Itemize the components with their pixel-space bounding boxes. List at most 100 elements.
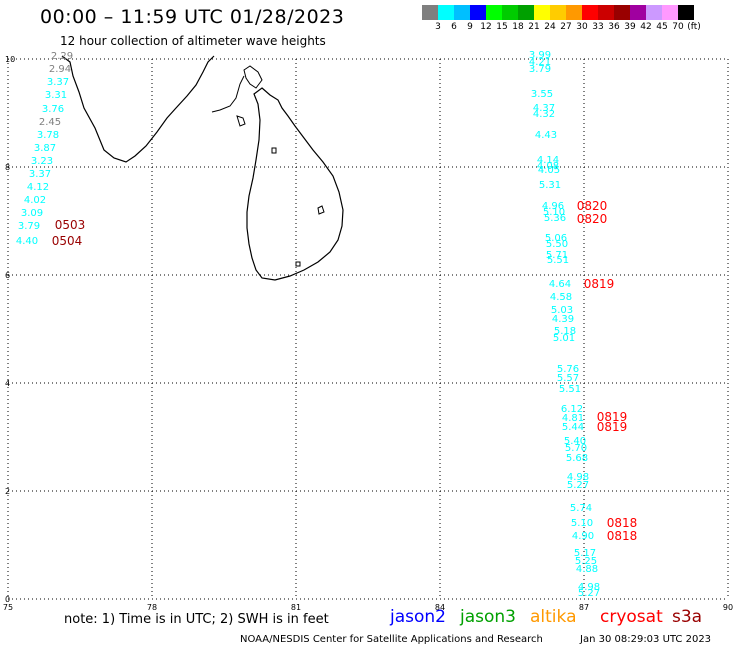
color-scale-bar <box>422 5 694 20</box>
small-island-east <box>271 147 277 154</box>
wave-height-label: 5.31 <box>539 180 561 191</box>
wave-height-label: 5.01 <box>553 333 575 344</box>
pass-time-label: 0504 <box>52 234 83 248</box>
wave-height-label: 5.44 <box>562 422 584 433</box>
lon-tick-label: 78 <box>147 603 157 612</box>
wave-height-label: 3.37 <box>29 169 51 180</box>
wave-height-label: 4.98 <box>567 472 589 483</box>
lon-tick-label: 81 <box>291 603 301 612</box>
wave-height-label: 3.23 <box>31 156 53 167</box>
color-swatch <box>550 5 566 20</box>
wave-height-label: 3.55 <box>531 89 553 100</box>
color-scale-label: 70 <box>672 22 684 32</box>
wave-height-label: 4.88 <box>576 564 598 575</box>
color-swatch <box>454 5 470 20</box>
wave-height-label: 4.05 <box>538 165 560 176</box>
wave-height-label: 5.10 <box>571 518 593 529</box>
pass-time-label: 0819 <box>597 410 628 424</box>
lat-tick-label: 8 <box>5 163 10 172</box>
color-swatch <box>630 5 646 20</box>
wave-height-label: 3.37 <box>47 77 69 88</box>
wave-height-label: 3.31 <box>45 90 67 101</box>
pass-time-label: 0820 <box>577 212 608 226</box>
lat-tick-label: 2 <box>5 487 10 496</box>
pass-time-label: 0503 <box>55 218 86 232</box>
lon-tick-label: 75 <box>3 603 13 612</box>
map-title: 00:00 – 11:59 UTC 01/28/2023 <box>40 6 345 28</box>
color-swatch <box>518 5 534 20</box>
wave-height-label: 4.58 <box>550 292 572 303</box>
wave-height-label: 4.14 <box>537 155 559 166</box>
color-swatch <box>678 5 694 20</box>
wave-height-label: 3.09 <box>21 208 43 219</box>
wave-height-label: 4.81 <box>562 413 584 424</box>
wave-height-label: 4.96 <box>542 201 564 212</box>
wave-height-label: 5.27 <box>578 588 600 599</box>
color-scale-label: 24 <box>544 22 556 32</box>
color-swatch <box>422 5 438 20</box>
pass-time-label: 0818 <box>607 529 638 543</box>
color-scale-label: 9 <box>467 22 473 32</box>
wave-height-label: 2.94 <box>49 64 71 75</box>
legend-cryosat: cryosat <box>600 607 663 627</box>
lat-tick-label: 10 <box>5 55 15 64</box>
sri-lanka-island <box>246 87 344 281</box>
lat-tick-label: 6 <box>5 271 10 280</box>
wave-height-label: 5.36 <box>544 213 566 224</box>
color-scale-label: 21 <box>528 22 540 32</box>
lon-tick-label: 84 <box>435 603 445 612</box>
wave-height-label: 4.21 <box>529 57 551 68</box>
color-swatch <box>582 5 598 20</box>
wave-height-label: 5.25 <box>575 556 597 567</box>
lon-tick-label: 87 <box>579 603 589 612</box>
legend-s3a: s3a <box>672 607 703 627</box>
wave-height-label: 4.08 <box>537 161 559 172</box>
lat-tick-label: 4 <box>5 379 10 388</box>
generated-timestamp: Jan 30 08:29:03 UTC 2023 <box>580 634 712 645</box>
color-scale-label: 3 <box>435 22 441 32</box>
wave-height-label: 5.40 <box>564 436 586 447</box>
map-subtitle: 12 hour collection of altimeter wave hei… <box>60 34 326 48</box>
wave-height-label: 4.64 <box>549 279 571 290</box>
palk-strait-coast <box>211 75 245 113</box>
wave-height-label: 5.76 <box>557 364 579 375</box>
lat-lon-grid: 75 78 81 84 87 90 0 2 4 6 8 10 <box>3 55 733 612</box>
small-island-coast <box>317 205 325 215</box>
wave-height-label: 6.12 <box>561 404 583 415</box>
wave-height-label: 2.45 <box>39 117 61 128</box>
color-swatch <box>646 5 662 20</box>
credit-line: NOAA/NESDIS Center for Satellite Applica… <box>240 634 543 645</box>
pass-time-label: 0818 <box>607 516 638 530</box>
legend-altika: altika <box>530 607 577 627</box>
jaffna-peninsula <box>243 65 263 89</box>
wave-height-label: 5.06 <box>545 233 567 244</box>
pass-time-label: 0819 <box>597 420 628 434</box>
color-scale-label: (ft) <box>687 22 701 32</box>
wave-height-label: 5.70 <box>565 443 587 454</box>
wave-height-label: 4.43 <box>535 130 557 141</box>
wave-height-label: 4.12 <box>27 182 49 193</box>
lat-tick-label: 0 <box>5 595 10 604</box>
pass-time-label: 0819 <box>584 277 615 291</box>
wave-height-label: 4.90 <box>572 531 594 542</box>
color-scale-label: 6 <box>451 22 457 32</box>
wave-height-label: 5.10 <box>543 207 565 218</box>
color-scale-label: 30 <box>576 22 588 32</box>
legend-jason3: jason3 <box>460 607 516 627</box>
wave-height-label: 4.02 <box>24 195 46 206</box>
wave-height-label: 3.87 <box>34 143 56 154</box>
wave-height-label: 4.39 <box>552 314 574 325</box>
color-swatch <box>502 5 518 20</box>
wave-height-label: 3.99 <box>529 50 551 61</box>
color-scale-label: 33 <box>592 22 604 32</box>
color-scale-label: 15 <box>496 22 508 32</box>
wave-height-observations: 2.29 2.94 3.37 3.31 3.76 2.45 3.78 3.87 3.23 3.37… <box>16 50 637 599</box>
color-scale-label: 45 <box>656 22 668 32</box>
wave-height-label: 5.71 <box>546 250 568 261</box>
small-island-south <box>295 261 301 267</box>
wave-height-label: 2.29 <box>51 51 73 62</box>
color-scale-label: 42 <box>640 22 652 32</box>
color-swatch <box>486 5 502 20</box>
color-scale-label: 39 <box>624 22 636 32</box>
